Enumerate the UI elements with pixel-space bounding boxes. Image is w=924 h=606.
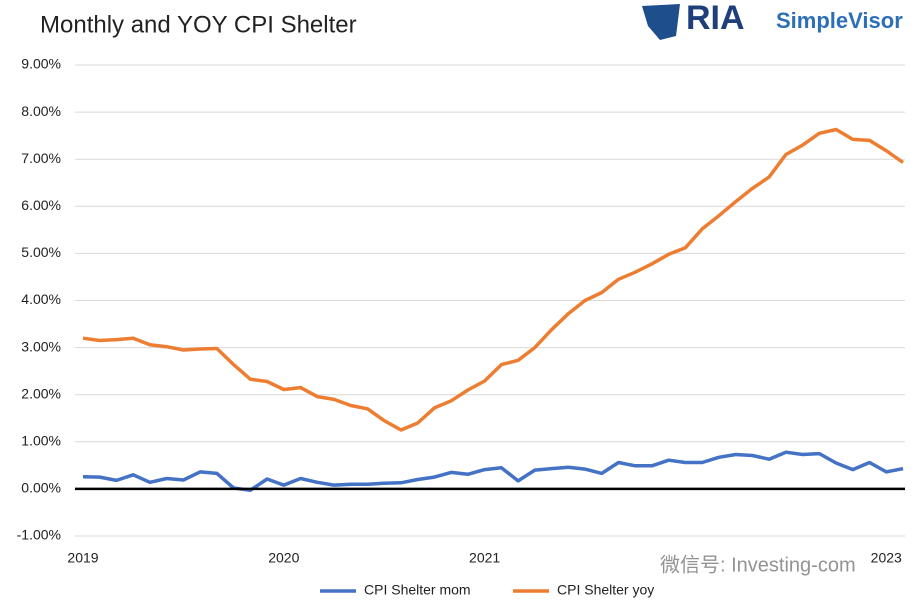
logo-name: SimpleVisor: [776, 8, 903, 33]
logo-mark: RIA: [686, 0, 745, 37]
y-tick-label: 3.00%: [21, 338, 61, 354]
y-tick-label: 8.00%: [21, 103, 61, 119]
x-tick-label: 2020: [268, 550, 299, 566]
x-tick-label: 2019: [67, 550, 98, 566]
y-tick-label: 2.00%: [21, 385, 61, 401]
y-tick-label: 5.00%: [21, 244, 61, 260]
y-tick-label: 7.00%: [21, 150, 61, 166]
x-tick-label: 2023: [871, 550, 902, 566]
logo-icon: [642, 4, 680, 40]
x-tick-label: 2021: [469, 550, 500, 566]
chart-title: Monthly and YOY CPI Shelter: [40, 11, 357, 38]
series-line: [82, 127, 905, 432]
y-tick-label: 9.00%: [21, 56, 61, 72]
legend-label: CPI Shelter yoy: [557, 582, 654, 598]
y-tick-label: 1.00%: [21, 433, 61, 449]
y-tick-label: 4.00%: [21, 291, 61, 307]
y-tick-label: 6.00%: [21, 197, 61, 213]
series-line: [82, 450, 904, 493]
y-tick-label: 0.00%: [21, 480, 61, 496]
y-tick-label: -1.00%: [17, 527, 61, 543]
watermark: 微信号: Investing-com: [660, 553, 856, 576]
legend-label: CPI Shelter mom: [364, 582, 471, 598]
